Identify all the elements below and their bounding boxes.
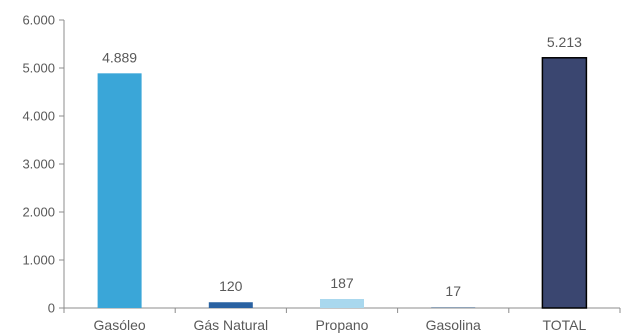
data-label: 4.889 — [102, 49, 137, 65]
category-label: Gás Natural — [193, 317, 268, 333]
y-axis: 0 1.000 2.000 3.000 4.000 5.000 6.000 — [22, 13, 65, 316]
y-tick-label: 1.000 — [22, 253, 55, 268]
category-label: Gasóleo — [94, 317, 146, 333]
category-labels: Gasóleo Gás Natural Propano Gasolina TOTAL — [94, 317, 587, 333]
y-tick-label: 4.000 — [22, 109, 55, 124]
y-tick-label: 2.000 — [22, 205, 55, 220]
category-label: Gasolina — [426, 317, 481, 333]
y-tick-label: 5.000 — [22, 61, 55, 76]
bar-g-s-natural — [208, 302, 253, 308]
bars — [97, 57, 588, 309]
bar-gasolina — [431, 307, 476, 308]
category-label: TOTAL — [542, 317, 586, 333]
bar-gas-leo — [97, 73, 142, 308]
bar-total — [541, 57, 588, 309]
x-axis — [63, 307, 621, 313]
category-label: Propano — [316, 317, 369, 333]
data-label: 120 — [219, 278, 243, 294]
y-tick-label: 3.000 — [22, 157, 55, 172]
bar-propano — [320, 299, 364, 308]
data-label: 187 — [330, 275, 354, 291]
data-labels: 4.889 120 187 17 5.213 — [102, 34, 582, 299]
y-tick-label: 0 — [48, 301, 55, 316]
y-tick-label: 6.000 — [22, 13, 55, 28]
data-label: 17 — [445, 283, 461, 299]
data-label: 5.213 — [547, 34, 582, 50]
